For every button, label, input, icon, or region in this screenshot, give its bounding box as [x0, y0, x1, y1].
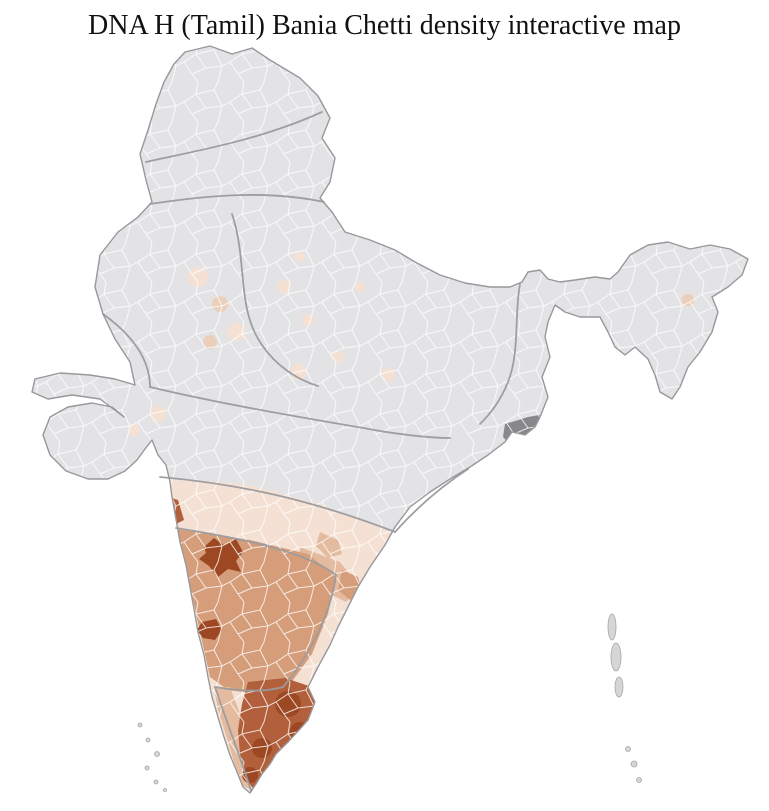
page-title: DNA H (Tamil) Bania Chetti density inter…: [88, 10, 681, 41]
state-borders: [102, 111, 521, 792]
map-container: [0, 42, 769, 798]
india-outline: [31, 45, 749, 794]
district-grid-overlay: [32, 46, 748, 793]
choropleth-layer: [32, 46, 748, 793]
lakshadweep-islands[interactable]: [137, 722, 167, 792]
andaman-nicobar-islands[interactable]: [607, 613, 642, 783]
india-density-map[interactable]: [0, 42, 769, 798]
